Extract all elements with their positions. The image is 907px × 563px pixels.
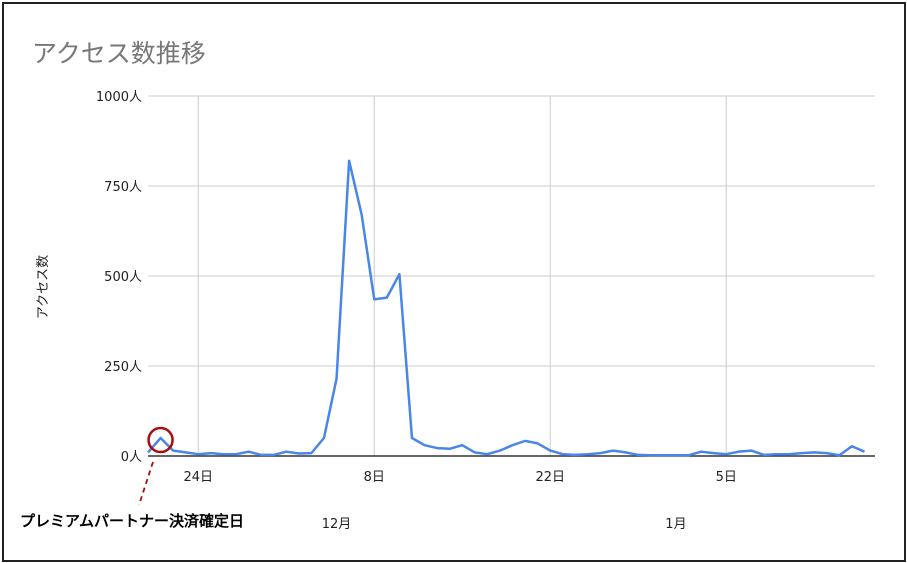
x-tick-label: 24日 [184,470,214,485]
x-tick-label: 5日 [716,470,737,485]
month-label: 12月 [322,517,352,532]
y-axis-label: アクセス数 [36,255,51,319]
x-tick-label: 8日 [364,470,385,485]
y-tick-label: 0人 [121,450,142,465]
month-label: 1月 [665,517,686,532]
x-tick-label: 22日 [535,470,565,485]
y-tick-label: 1000人 [96,90,142,105]
y-tick-label: 250人 [104,360,142,375]
chart-title: アクセス数推移 [32,39,206,68]
annotation-label: プレミアムパートナー決済確定日 [20,512,244,530]
annotation-circle [147,426,174,454]
series-line [147,159,865,457]
y-tick-label: 500人 [104,270,142,285]
y-tick-label: 750人 [104,180,142,195]
annotation-dashed-line [138,461,154,506]
